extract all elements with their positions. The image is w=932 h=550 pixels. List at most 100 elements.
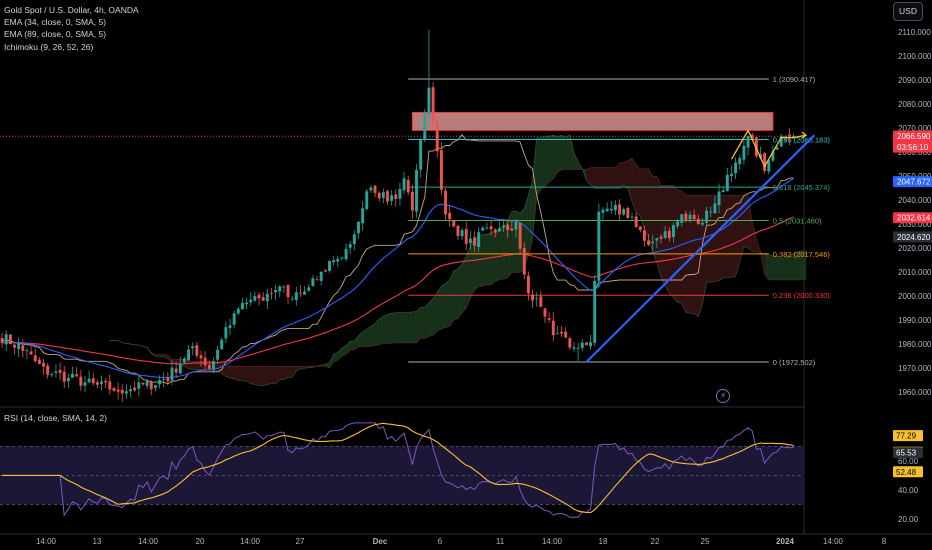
candle-body (526, 275, 530, 294)
candle-body (278, 286, 282, 292)
price-tick-label: 1970.000 (898, 364, 932, 373)
fib-level-label: 0 (1972.502) (773, 358, 816, 367)
candle-body (419, 139, 423, 170)
candle-body (75, 374, 79, 377)
kumo-segment (611, 167, 616, 189)
rsi-tag-label: 65.53 (896, 449, 917, 458)
currency-button[interactable]: USD (893, 2, 923, 21)
candle-body (613, 204, 617, 211)
candle-body (108, 381, 112, 390)
candle-body (290, 298, 294, 300)
kumo-segment (163, 354, 168, 359)
candle-body (240, 303, 244, 310)
kumo-segment (495, 228, 500, 282)
candle-body (618, 204, 622, 215)
kumo-segment (719, 195, 724, 281)
candle-body (228, 325, 232, 328)
time-tick-label: 13 (93, 537, 102, 546)
candle-body (572, 347, 576, 349)
candle-body (684, 213, 688, 220)
kumo-segment (528, 180, 533, 256)
price-tag (893, 176, 932, 188)
kumo-segment (375, 318, 380, 346)
candle-body (481, 227, 485, 231)
candle-body (630, 216, 634, 218)
candle-body (543, 308, 547, 317)
kumo-segment (246, 366, 251, 384)
kumo-segment (433, 292, 438, 336)
candle-body (303, 291, 307, 295)
candle-body (37, 359, 41, 364)
candle-body (249, 299, 253, 303)
candle-body (158, 380, 162, 385)
kumo-segment (358, 331, 363, 347)
candle-body (187, 349, 191, 361)
candle-body (439, 150, 443, 190)
candle-body (514, 221, 518, 230)
kumo-segment (536, 137, 541, 197)
candle-body (216, 349, 220, 360)
kumo-segment (350, 340, 355, 350)
candle-body (634, 216, 638, 228)
kumo-segment (540, 136, 545, 190)
candle-body (676, 221, 680, 227)
fib-level-label: 0.618 (2045.374) (773, 183, 831, 192)
kumo-segment (482, 234, 487, 287)
support-trendline (585, 134, 816, 363)
candle-body (701, 222, 704, 225)
candle-body (257, 294, 261, 299)
kumo-segment (254, 366, 260, 386)
candle-body (576, 347, 580, 349)
ema34-legend: EMA (34, close, 0, SMA, 5) (4, 17, 107, 28)
kumo-segment (681, 190, 686, 313)
kumo-segment (623, 160, 628, 190)
candle-body (357, 221, 360, 234)
lightning-icon[interactable]: ⚡︎ (716, 389, 730, 403)
time-tick-label: 27 (296, 537, 305, 546)
candle-body (763, 153, 767, 171)
candle-body (638, 226, 642, 231)
candle-body (427, 87, 431, 116)
kumo-segment (801, 249, 807, 281)
price-tick-label: 2020.000 (898, 244, 932, 253)
candle-body (207, 365, 211, 369)
price-tick-label: 2030.000 (898, 220, 932, 229)
candle-body (580, 342, 584, 349)
candle-body (667, 230, 671, 239)
candle-body (33, 355, 37, 362)
price-tick-label: 2000.000 (898, 292, 932, 301)
price-tag-label: 2024.620 (897, 233, 931, 242)
candle-body (120, 389, 124, 394)
candle-body (410, 191, 414, 211)
countdown-label: 03:56:10 (897, 143, 929, 152)
candle-body (66, 377, 70, 382)
kumo-segment (366, 326, 371, 347)
candle-body (307, 287, 311, 291)
kumo-segment (640, 168, 645, 230)
price-tick-label: 2080.000 (898, 100, 932, 109)
fib-level-label: 0.5 (2031.460) (773, 216, 822, 225)
kumo-segment (793, 251, 798, 281)
candle-body (423, 114, 427, 141)
kumo-segment (238, 366, 243, 381)
candle-body (265, 293, 269, 302)
kumo-segment (735, 195, 740, 277)
kumo-segment (288, 366, 293, 378)
candle-body (149, 381, 153, 390)
kumo-segment (544, 136, 550, 187)
candle-body (448, 212, 452, 220)
kumo-segment (424, 302, 429, 339)
kumo-segment (453, 269, 458, 320)
candle-body (788, 134, 791, 137)
candle-body (270, 293, 273, 294)
kumo-segment (242, 366, 247, 382)
candle-body (551, 320, 555, 336)
candle-body (50, 374, 54, 376)
kumo-segment (710, 195, 715, 283)
chart-legend: Gold Spot / U.S. Dollar, 4h, OANDA EMA (… (4, 4, 139, 53)
candle-body (95, 382, 99, 385)
candle-body (406, 179, 410, 193)
kumo-segment (727, 195, 732, 278)
kumo-segment (549, 135, 554, 183)
